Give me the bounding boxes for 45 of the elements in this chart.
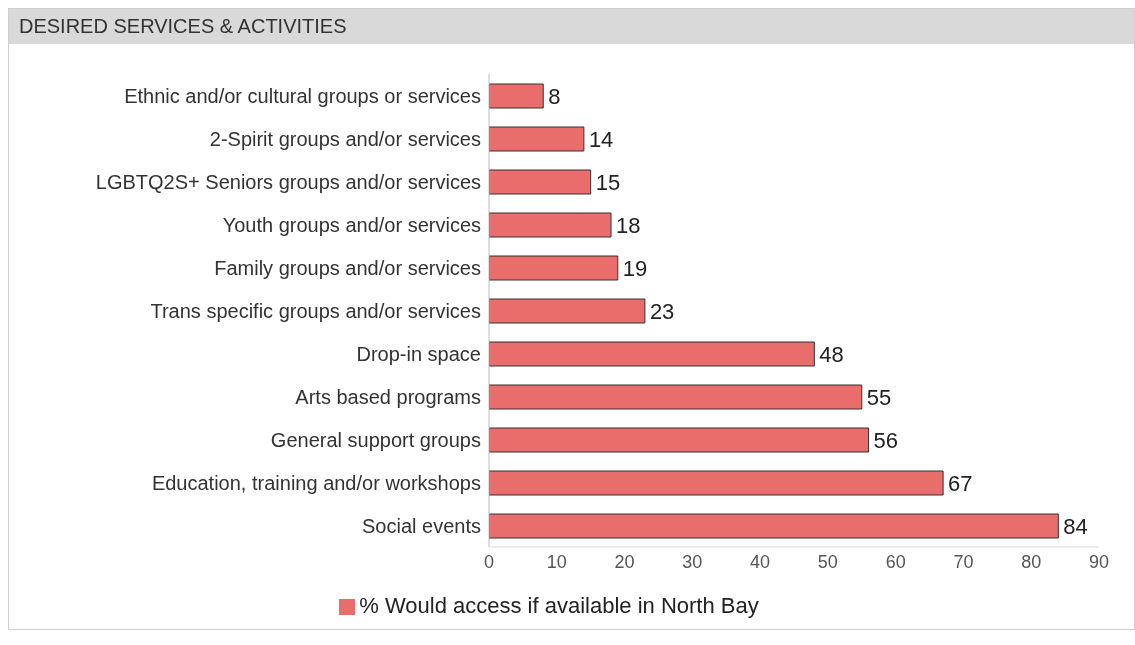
data-label: 14 xyxy=(588,126,614,152)
bar xyxy=(489,298,646,324)
x-tick-label: 80 xyxy=(1021,551,1042,572)
x-tick-label: 40 xyxy=(750,551,771,572)
bar xyxy=(489,384,863,410)
x-tick-label: 0 xyxy=(483,551,495,572)
legend-label: % Would access if available in North Bay xyxy=(359,593,759,618)
bar xyxy=(489,212,612,238)
x-tick-label: 30 xyxy=(682,551,703,572)
data-label: 15 xyxy=(595,169,621,195)
y-tick-label: Arts based programs xyxy=(295,385,481,408)
y-tick-label: Family groups and/or services xyxy=(214,256,481,279)
x-tick-label: 60 xyxy=(885,551,906,572)
y-tick-label: General support groups xyxy=(270,428,481,451)
y-tick-label: LGBTQ2S+ Seniors groups and/or services xyxy=(95,170,481,193)
bar xyxy=(489,255,619,281)
data-label: 23 xyxy=(649,298,675,324)
data-label: 55 xyxy=(866,384,892,410)
text: DESIRED SERVICES & ACTIVITIES xyxy=(9,9,1134,44)
data-label: 67 xyxy=(948,470,973,496)
x-tick-label: 20 xyxy=(614,551,635,572)
y-tick-label: Social events xyxy=(362,514,481,537)
x-tick-label: 50 xyxy=(817,551,838,572)
x-tick-label: 10 xyxy=(546,551,567,572)
x-tick-label: 90 xyxy=(1088,551,1110,572)
data-label: 8 xyxy=(548,83,561,109)
bar xyxy=(489,83,544,109)
bar xyxy=(489,470,944,496)
bar xyxy=(489,126,585,152)
y-tick-label: Drop-in space xyxy=(356,342,481,365)
y-tick-label: Trans specific groups and/or services xyxy=(150,299,481,322)
data-label: 48 xyxy=(819,341,844,367)
y-tick-label: Ethnic and/or cultural groups or services xyxy=(124,84,481,107)
data-label: 18 xyxy=(616,212,641,238)
bar xyxy=(489,341,815,367)
y-tick-label: 2-Spirit groups and/or services xyxy=(209,127,481,150)
x-tick-label: 70 xyxy=(953,551,974,572)
y-tick-label: Youth groups and/or services xyxy=(222,213,481,236)
bar xyxy=(489,169,592,195)
bar xyxy=(489,513,1059,539)
data-label: 56 xyxy=(873,427,899,453)
data-label: 19 xyxy=(622,255,648,281)
y-tick-label: Education, training and/or workshops xyxy=(151,471,481,494)
data-label: 84 xyxy=(1063,513,1088,539)
bar xyxy=(489,427,870,453)
